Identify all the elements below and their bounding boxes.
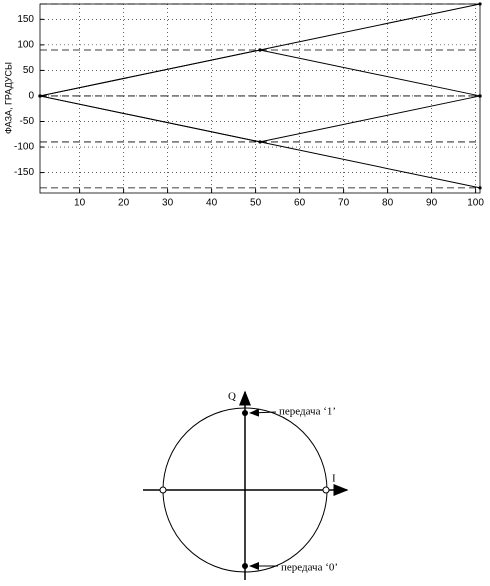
label-zero: передача ‘0’ <box>281 562 338 574</box>
y-tick-label: -150 <box>14 167 34 178</box>
y-tick-label: 150 <box>17 14 34 25</box>
x-tick-label: 50 <box>250 198 262 209</box>
y-tick-label: 0 <box>28 91 34 102</box>
series-point <box>258 140 262 144</box>
point <box>242 563 248 569</box>
point <box>159 486 167 494</box>
series-point <box>258 48 262 52</box>
x-tick-label: 80 <box>382 198 394 209</box>
x-tick-label: 30 <box>162 198 174 209</box>
x-tick-label: 20 <box>118 198 130 209</box>
series-point <box>478 2 482 6</box>
x-tick-label: 40 <box>206 198 218 209</box>
q-label: Q <box>228 391 236 403</box>
series-line <box>39 49 481 97</box>
x-tick-label: 100 <box>467 198 484 209</box>
label-one: передача ‘1’ <box>279 406 336 418</box>
plot-frame <box>39 3 481 194</box>
y-tick-label: 50 <box>23 65 35 76</box>
iq-diagram: Q I передача ‘1’ передача ‘0’ <box>143 390 349 580</box>
series-point <box>38 94 42 98</box>
y-axis-label: ФАЗА, ГРАДУСЫ <box>3 62 13 134</box>
x-tick-label: 90 <box>426 198 438 209</box>
arrow <box>249 408 277 417</box>
y-tick-label: -100 <box>14 142 34 153</box>
i-label: I <box>332 473 336 485</box>
x-tick-label: 60 <box>294 198 306 209</box>
series-line <box>39 95 481 143</box>
y-tick-label: -50 <box>20 116 35 127</box>
x-tick-label: 10 <box>74 198 86 209</box>
point <box>322 486 330 494</box>
x-tick-label: 70 <box>338 198 350 209</box>
series-point <box>478 94 482 98</box>
series-point <box>478 186 482 190</box>
point <box>242 410 248 416</box>
y-tick-label: 100 <box>17 40 34 51</box>
